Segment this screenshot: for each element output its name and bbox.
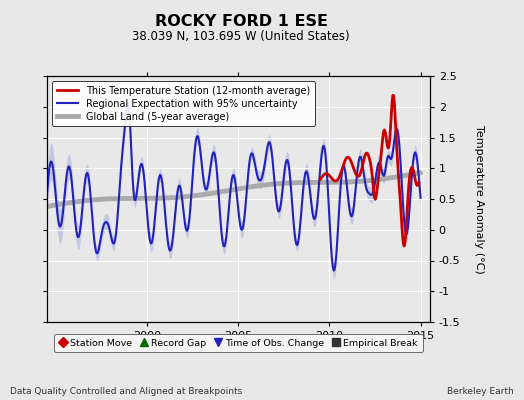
Text: Berkeley Earth: Berkeley Earth <box>447 387 514 396</box>
Text: Data Quality Controlled and Aligned at Breakpoints: Data Quality Controlled and Aligned at B… <box>10 387 243 396</box>
Text: ROCKY FORD 1 ESE: ROCKY FORD 1 ESE <box>155 14 328 29</box>
Legend: Station Move, Record Gap, Time of Obs. Change, Empirical Break: Station Move, Record Gap, Time of Obs. C… <box>54 334 422 352</box>
Y-axis label: Temperature Anomaly (°C): Temperature Anomaly (°C) <box>474 125 484 273</box>
Text: 38.039 N, 103.695 W (United States): 38.039 N, 103.695 W (United States) <box>132 30 350 43</box>
Legend: This Temperature Station (12-month average), Regional Expectation with 95% uncer: This Temperature Station (12-month avera… <box>52 81 315 126</box>
